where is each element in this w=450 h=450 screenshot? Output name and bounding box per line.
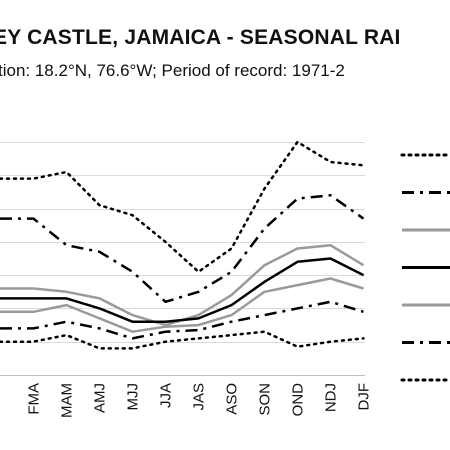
series-line: [0, 300, 364, 340]
x-tick-label: JAS: [191, 383, 208, 411]
series-line: [0, 140, 365, 274]
chart-subtitle: tion: 18.2°N, 76.6°W; Period of record: …: [0, 61, 345, 80]
x-tick-label: OND: [290, 383, 307, 417]
x-tick-label: ASO: [224, 383, 241, 415]
series-line: [0, 277, 364, 333]
x-tick-label: JJA: [158, 383, 175, 408]
x-tick-label: FMA: [26, 383, 43, 415]
series-line: [0, 243, 365, 327]
x-tick-label: MJJ: [125, 383, 142, 411]
chart-title: EY CASTLE, JAMAICA - SEASONAL RAI: [0, 26, 401, 49]
x-tick-label: AMJ: [92, 383, 109, 413]
series-line: [0, 330, 365, 350]
x-tick-label: MAM: [59, 383, 76, 418]
series-line: [0, 194, 365, 304]
x-tick-label: SON: [257, 383, 274, 416]
x-tick-label: NDJ: [323, 383, 340, 412]
x-tick-label: DJF: [356, 383, 373, 411]
series-line: [0, 257, 365, 323]
